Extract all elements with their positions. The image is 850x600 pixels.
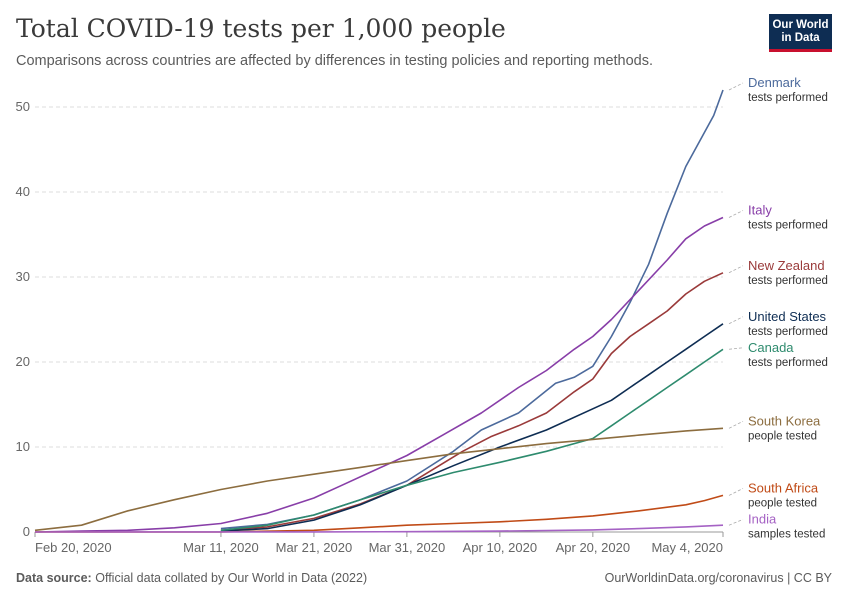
series-labels: Denmark tests performed Italy tests perform… xyxy=(728,75,828,540)
series-line-new-zealand[interactable] xyxy=(220,272,724,532)
series-sublabel-italy: tests performed xyxy=(748,220,828,232)
y-tick-label: 10 xyxy=(16,439,30,454)
series-label-india[interactable]: India xyxy=(748,511,777,526)
label-connector xyxy=(728,347,744,350)
series-sublabel-south-africa: people tested xyxy=(748,497,817,509)
y-tick-label: 40 xyxy=(16,184,30,199)
chart-subtitle: Comparisons across countries are affecte… xyxy=(16,53,654,69)
series-label-italy[interactable]: Italy xyxy=(748,203,772,218)
series-line-denmark[interactable] xyxy=(220,89,724,530)
grid-layer: 0 10 20 30 40 50 Feb 20, 2020 Mar 11, 2020 Mar 2… xyxy=(16,99,724,555)
footer-url[interactable]: OurWorldinData.org/coronavirus | CC BY xyxy=(604,571,832,585)
series-sublabel-india: samples tested xyxy=(748,528,825,540)
series-label-south-africa[interactable]: South Africa xyxy=(748,480,819,495)
owid-logo[interactable]: Our World in Data xyxy=(769,14,832,52)
series-sublabel-canada: tests performed xyxy=(748,357,828,369)
series-line-india[interactable] xyxy=(34,524,724,533)
series-label-denmark[interactable]: Denmark xyxy=(748,75,801,90)
label-connector xyxy=(728,210,744,218)
x-tick-label: Feb 20, 2020 xyxy=(35,540,112,555)
series-sublabel-new-zealand: tests performed xyxy=(748,275,828,287)
series-line-south-africa[interactable] xyxy=(35,494,724,533)
x-tick-label: Apr 20, 2020 xyxy=(556,540,630,555)
y-tick-label: 50 xyxy=(16,99,30,114)
y-tick-label: 30 xyxy=(16,269,30,284)
series-label-canada[interactable]: Canada xyxy=(748,340,794,355)
chart-title: Total COVID-19 tests per 1,000 people xyxy=(16,14,506,43)
series-sublabel-denmark: tests performed xyxy=(748,92,828,104)
logo-line1: Our World xyxy=(772,19,829,31)
x-tick-label: Mar 21, 2020 xyxy=(276,540,353,555)
series-label-new-zealand[interactable]: New Zealand xyxy=(748,258,825,273)
label-connector xyxy=(728,265,744,274)
series-lines xyxy=(34,89,724,533)
logo-line2: in Data xyxy=(781,32,820,44)
series-line-united-states[interactable] xyxy=(220,323,724,532)
label-connector xyxy=(728,82,744,91)
series-sublabel-united-states: tests performed xyxy=(748,326,828,338)
series-line-italy[interactable] xyxy=(34,216,724,533)
series-label-south-korea[interactable]: South Korea xyxy=(748,413,821,428)
x-tick-label: May 4, 2020 xyxy=(651,540,723,555)
label-connector xyxy=(728,519,744,526)
x-tick-label: Mar 31, 2020 xyxy=(369,540,446,555)
source-label: Data source: xyxy=(16,571,92,585)
footer-source: Data source: Official data collated by O… xyxy=(16,571,367,585)
series-line-south-korea[interactable] xyxy=(34,427,724,532)
y-tick-label: 0 xyxy=(23,524,30,539)
series-line-canada[interactable] xyxy=(220,348,724,532)
label-connector xyxy=(728,488,744,496)
line-chart: 0 10 20 30 40 50 Feb 20, 2020 Mar 11, 2020 Mar 2… xyxy=(16,75,828,555)
y-tick-label: 20 xyxy=(16,354,30,369)
x-tick-label: Mar 11, 2020 xyxy=(183,540,259,555)
series-label-united-states[interactable]: United States xyxy=(748,309,827,324)
label-connector xyxy=(728,316,744,325)
label-connector xyxy=(728,420,744,429)
x-tick-label: Apr 10, 2020 xyxy=(463,540,537,555)
series-sublabel-south-korea: people tested xyxy=(748,430,817,442)
source-text: Official data collated by Our World in D… xyxy=(95,571,368,585)
